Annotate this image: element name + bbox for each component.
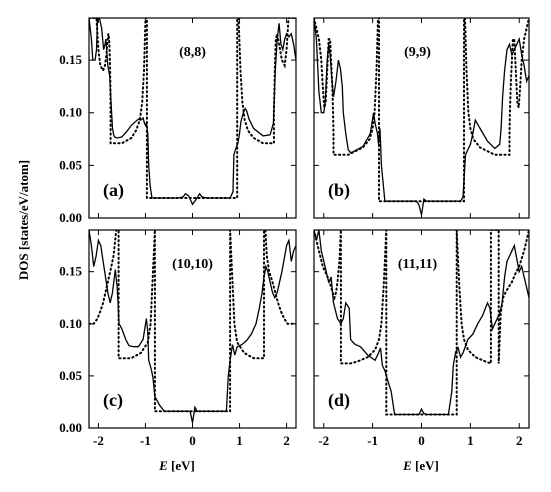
x-tick-label: 0 [418, 433, 425, 448]
panel-title: (9,9) [404, 45, 431, 60]
y-tick-label: 0.15 [59, 264, 82, 279]
x-axis-unit: [eV] [412, 458, 439, 473]
x-tick-label: -2 [318, 433, 329, 448]
y-tick-label: 0.00 [59, 420, 82, 435]
x-tick-label: 2 [283, 433, 290, 448]
x-tick-label: -1 [140, 433, 151, 448]
plot-frame [313, 17, 530, 219]
panel-title: (11,11) [398, 257, 438, 272]
panel-c: -2 -1 0 1 2 0.00 0.05 0.10 0.15 (c) (10,10) [59, 229, 297, 448]
x-tick-label: 0 [189, 433, 196, 448]
panel-a: 0.00 0.05 0.10 0.15 (a) (8,8) [59, 17, 297, 225]
x-axis-title-right: E [eV] [402, 458, 439, 473]
x-tick-label: -2 [93, 433, 104, 448]
x-axis-variable: E [158, 458, 168, 473]
y-tick-label: 0.00 [59, 210, 82, 225]
dotted-series-line [89, 18, 296, 199]
plot-frame [88, 17, 297, 219]
panel-b: (b) (9,9) [313, 17, 530, 219]
dotted-series-line [89, 230, 296, 413]
panel-tag: (d) [328, 390, 350, 411]
panel-tag: (a) [103, 180, 124, 201]
y-tick-label: 0.05 [59, 157, 82, 172]
x-tick-label: -1 [367, 433, 378, 448]
plot-frame [313, 229, 530, 429]
x-axis-variable: E [402, 458, 412, 473]
panel-tag: (c) [103, 390, 123, 411]
y-tick-label: 0.10 [59, 316, 82, 331]
x-tick-label: 2 [516, 433, 523, 448]
y-axis-title: DOS [states/eV/atom] [16, 160, 31, 280]
x-axis-unit: [eV] [168, 458, 195, 473]
plot-frame [88, 229, 297, 429]
y-tick-label: 0.05 [59, 368, 82, 383]
dotted-series-line [314, 18, 529, 203]
y-tick-label: 0.15 [59, 52, 82, 67]
panel-title: (8,8) [179, 45, 206, 60]
x-tick-label: 1 [236, 433, 243, 448]
x-tick-label: 1 [467, 433, 474, 448]
dotted-series-line [314, 230, 529, 416]
x-axis-title-left: E [eV] [158, 458, 195, 473]
y-tick-label: 0.10 [59, 105, 82, 120]
panel-title: (10,10) [172, 257, 213, 272]
panel-d: -2 -1 0 1 2 (d) (11,11) [313, 229, 530, 448]
panel-tag: (b) [328, 180, 350, 201]
